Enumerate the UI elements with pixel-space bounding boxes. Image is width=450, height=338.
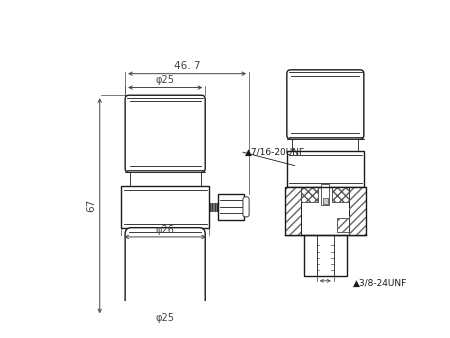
- Bar: [302, 187, 319, 202]
- Bar: [337, 218, 349, 232]
- Text: φ25: φ25: [156, 313, 175, 323]
- Bar: [349, 187, 366, 235]
- Bar: [321, 184, 329, 206]
- Bar: [284, 187, 302, 235]
- Text: ▲7/16-20UNF: ▲7/16-20UNF: [244, 148, 305, 157]
- Text: 67: 67: [87, 199, 97, 212]
- Bar: [209, 203, 218, 211]
- Text: φ25: φ25: [156, 75, 175, 85]
- Bar: [332, 187, 349, 202]
- FancyBboxPatch shape: [125, 95, 205, 172]
- Bar: [304, 235, 347, 276]
- Text: ▲3/8-24UNF: ▲3/8-24UNF: [353, 280, 407, 288]
- Bar: [130, 172, 201, 186]
- Bar: [287, 151, 364, 187]
- Bar: [332, 187, 349, 202]
- Bar: [284, 187, 366, 235]
- Bar: [122, 186, 209, 228]
- Bar: [218, 194, 244, 220]
- Bar: [323, 198, 328, 204]
- Bar: [302, 187, 319, 202]
- Bar: [292, 139, 359, 151]
- Bar: [284, 187, 302, 235]
- FancyBboxPatch shape: [243, 197, 249, 217]
- FancyBboxPatch shape: [125, 228, 205, 316]
- Text: 46. 7: 46. 7: [174, 62, 200, 71]
- FancyBboxPatch shape: [287, 70, 364, 139]
- Bar: [349, 187, 366, 235]
- Bar: [337, 218, 349, 232]
- Text: φ26: φ26: [156, 224, 175, 235]
